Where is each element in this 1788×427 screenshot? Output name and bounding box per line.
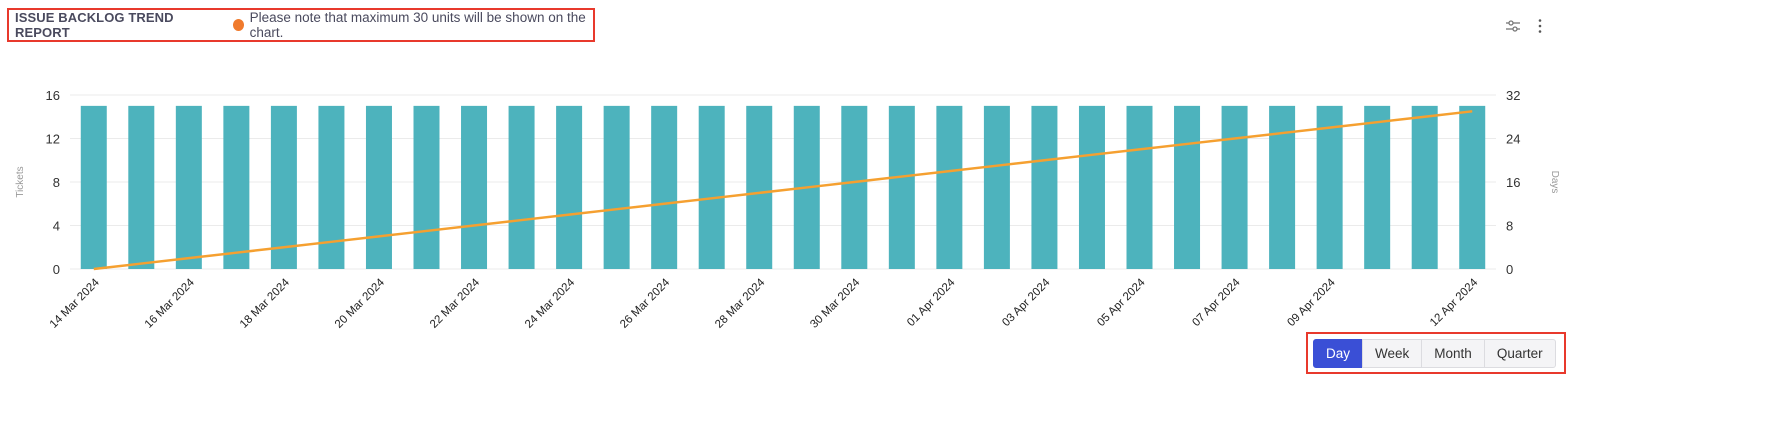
x-tick-label: 26 Mar 2024	[618, 276, 673, 330]
bar	[1174, 105, 1201, 269]
bar	[508, 105, 535, 269]
y-tick-label: 8	[53, 175, 60, 190]
bar	[1221, 105, 1248, 269]
bar	[698, 105, 725, 269]
y-axis-label: Tickets	[15, 166, 26, 197]
month-button[interactable]: Month	[1421, 339, 1485, 368]
bar	[983, 105, 1010, 269]
bar	[746, 105, 773, 269]
y-tick-label: 12	[46, 132, 60, 147]
range-toggle: Day Week Month Quarter	[1313, 339, 1556, 368]
x-tick-label: 30 Mar 2024	[808, 276, 863, 330]
bar	[1316, 105, 1343, 269]
y-tick-label: 16	[46, 88, 60, 103]
bar	[270, 105, 297, 269]
x-tick-label: 18 Mar 2024	[238, 276, 293, 330]
bar	[365, 105, 392, 269]
y2-axis-label: Days	[1549, 171, 1560, 194]
week-button[interactable]: Week	[1362, 339, 1423, 368]
bar	[1411, 105, 1438, 269]
bar	[80, 105, 107, 269]
bar	[413, 105, 440, 269]
bar	[1078, 105, 1105, 269]
chart-note: Please note that maximum 30 units will b…	[249, 10, 586, 40]
y2-tick-label: 32	[1506, 88, 1520, 103]
bar	[175, 105, 202, 269]
x-tick-label: 12 Apr 2024	[1428, 276, 1481, 329]
y2-tick-label: 16	[1506, 175, 1520, 190]
y2-tick-label: 24	[1506, 132, 1520, 147]
bar	[128, 105, 155, 269]
x-tick-label: 09 Apr 2024	[1285, 276, 1338, 329]
bar	[556, 105, 583, 269]
report-header: ISSUE BACKLOG TREND REPORT Please note t…	[7, 8, 595, 42]
x-tick-label: 24 Mar 2024	[523, 276, 578, 330]
x-tick-label: 05 Apr 2024	[1095, 276, 1148, 329]
bar	[888, 105, 915, 269]
bar	[1269, 105, 1296, 269]
bar	[1031, 105, 1058, 269]
y2-tick-label: 8	[1506, 219, 1513, 234]
info-icon	[232, 19, 244, 31]
day-button[interactable]: Day	[1313, 339, 1364, 368]
x-tick-label: 28 Mar 2024	[713, 276, 768, 330]
bar	[936, 105, 963, 269]
bar	[318, 105, 345, 269]
x-tick-label: 20 Mar 2024	[333, 276, 388, 330]
bar	[651, 105, 678, 269]
bar	[223, 105, 250, 269]
days-line	[93, 110, 1473, 271]
y-tick-label: 0	[53, 262, 60, 277]
quarter-button[interactable]: Quarter	[1483, 339, 1556, 368]
bar	[1126, 105, 1153, 269]
more-vertical-icon[interactable]	[1537, 18, 1543, 39]
bar	[1364, 105, 1391, 269]
y2-tick-label: 0	[1506, 262, 1513, 277]
x-tick-label: 07 Apr 2024	[1190, 276, 1243, 329]
range-highlight	[1306, 332, 1566, 374]
x-tick-label: 22 Mar 2024	[428, 276, 483, 330]
backlog-chart: 0 4 8 12 16 0 8 16 24 32 Tickets Days 14 Mar 2024 16 …	[15, 88, 1560, 330]
x-tick-label: 01 Apr 2024	[905, 276, 958, 329]
bar	[461, 105, 488, 269]
y-tick-label: 4	[53, 219, 60, 234]
x-tick-label: 14 Mar 2024	[48, 276, 103, 330]
bar	[603, 105, 630, 269]
x-tick-label: 16 Mar 2024	[143, 276, 198, 330]
bar	[841, 105, 868, 269]
bar	[1459, 105, 1486, 269]
sliders-icon[interactable]	[1505, 18, 1521, 39]
x-tick-label: 03 Apr 2024	[1000, 276, 1053, 329]
report-title: ISSUE BACKLOG TREND REPORT	[15, 10, 174, 40]
